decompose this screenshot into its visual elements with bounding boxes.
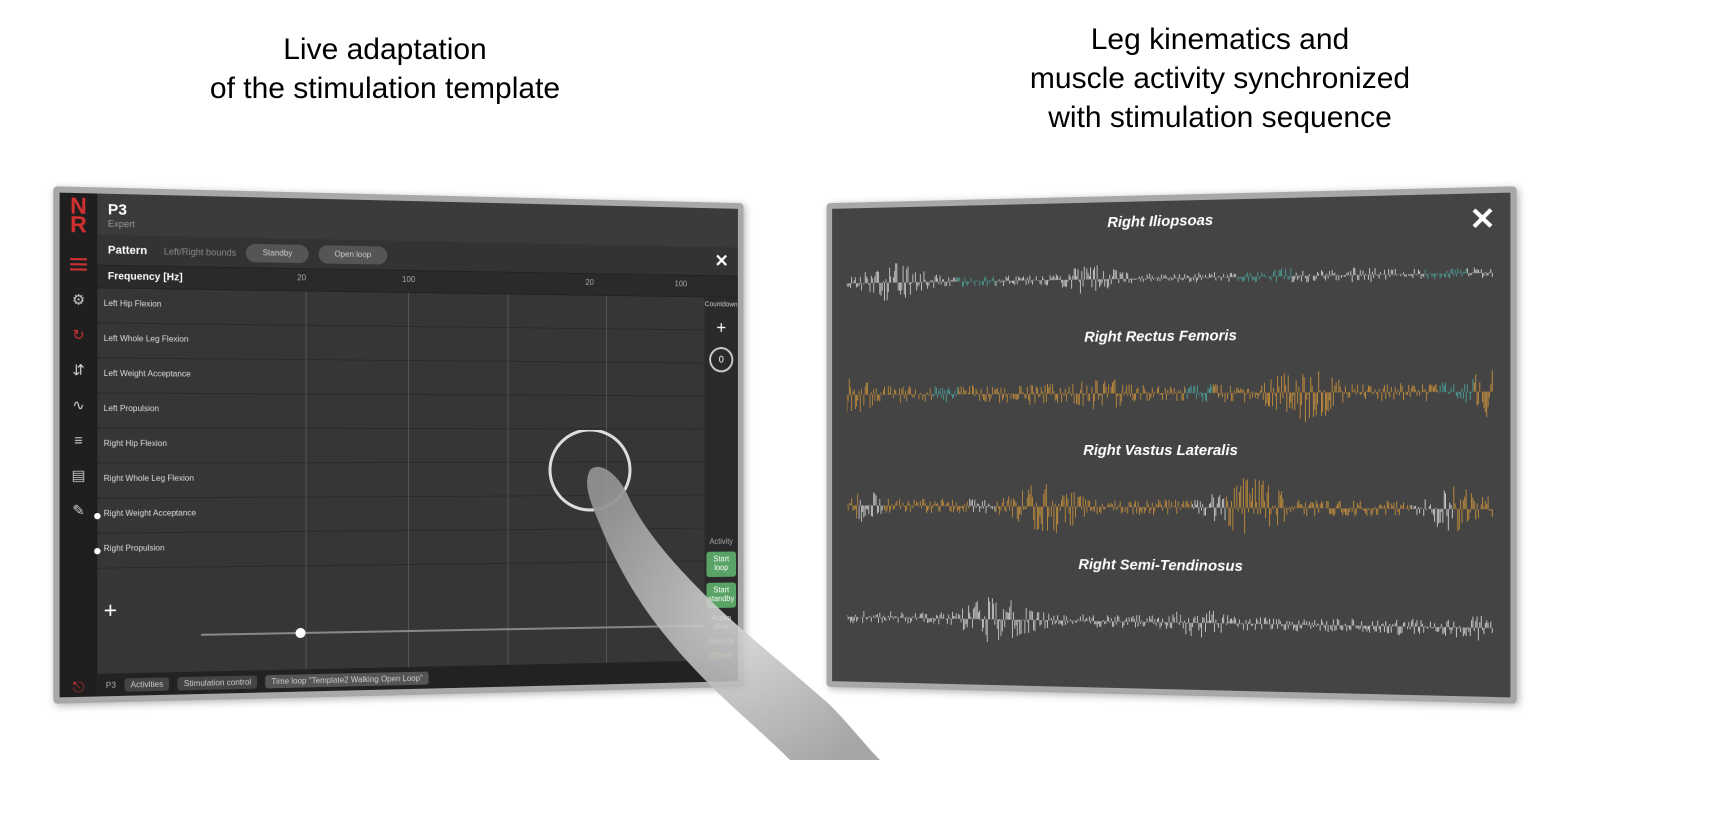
add-row-button[interactable]: + xyxy=(104,597,127,620)
emg-channel-title: Right Semi-Tendinosus xyxy=(847,553,1494,578)
pattern-sub: Left/Right bounds xyxy=(164,246,236,258)
patient-mode: Expert xyxy=(108,218,135,229)
pattern-close-icon[interactable]: ✕ xyxy=(715,251,729,272)
monitor-left: NR ⚙ ↻ ⇵ ∿ ≡ ▤ ✎ ⎋ P3 Expert Pattern xyxy=(53,186,743,703)
sidebar-tool-4-icon[interactable]: ∿ xyxy=(68,395,89,416)
caption-right: Leg kinematics andmuscle activity synchr… xyxy=(920,20,1520,137)
emg-waveform xyxy=(847,346,1494,436)
freq-tick: 100 xyxy=(675,279,687,288)
tab-standby[interactable]: Standby xyxy=(246,243,308,262)
sidebar-tool-reload-icon[interactable]: ↻ xyxy=(68,324,89,345)
gantt-row-label: Right Hip Flexion xyxy=(104,439,197,448)
sidebar-tool-edit-icon[interactable]: ✎ xyxy=(68,500,89,521)
gantt-row[interactable]: Left Propulsion xyxy=(97,393,702,429)
right-sidepanel: Countdown + 0 Activity Start loop Start … xyxy=(705,297,738,660)
left-sidebar: NR ⚙ ↻ ⇵ ∿ ≡ ▤ ✎ ⎋ xyxy=(60,193,98,698)
gantt-row-label: Right Weight Acceptance xyxy=(104,508,197,518)
emg-waveform xyxy=(847,574,1494,672)
status-pid: P3 xyxy=(106,680,116,689)
activity-label: Activity xyxy=(710,537,733,546)
monitor-right: ✕ Right IliopsoasRight Rectus FemorisRig… xyxy=(827,186,1517,703)
gantt-row-label: Left Weight Acceptance xyxy=(104,369,197,379)
menu-icon[interactable] xyxy=(68,254,89,275)
countdown-add-button[interactable]: + xyxy=(708,314,734,341)
start-standby-button[interactable]: Start standby xyxy=(706,582,736,608)
emg-waveform xyxy=(847,463,1494,554)
gantt-row-label: Left Propulsion xyxy=(104,404,197,414)
main-panel: P3 Expert Pattern Left/Right bounds Stan… xyxy=(97,194,738,697)
countdown-label: Countdown xyxy=(705,301,738,308)
sidebar-tool-3-icon[interactable]: ⇵ xyxy=(68,359,89,380)
active-time-value: 0min 0s xyxy=(708,637,734,646)
scrub-thumb[interactable] xyxy=(295,628,305,638)
emg-screen: ✕ Right IliopsoasRight Rectus FemorisRig… xyxy=(832,193,1510,698)
sidebar-tool-5-icon[interactable]: ≡ xyxy=(68,430,89,451)
scrub-track xyxy=(201,625,703,636)
brand-logo-icon: NR xyxy=(70,197,87,234)
stim-editor-screen: NR ⚙ ↻ ⇵ ∿ ≡ ▤ ✎ ⎋ P3 Expert Pattern xyxy=(60,193,738,698)
gdrive-label: GDrive xyxy=(710,651,733,660)
pattern-label: Pattern xyxy=(108,244,147,257)
freq-tick: 20 xyxy=(585,278,593,287)
emg-channel: Right Vastus Lateralis xyxy=(847,440,1494,558)
emg-channel-title: Right Vastus Lateralis xyxy=(847,442,1494,460)
emg-channel: Right Rectus Femoris xyxy=(847,322,1494,441)
start-loop-button[interactable]: Start loop xyxy=(706,551,736,577)
emg-waveform xyxy=(847,228,1494,325)
tab-openloop[interactable]: Open loop xyxy=(318,245,387,264)
gantt-area: Left Hip Flexion Left Whole Leg Flexion Le… xyxy=(97,288,738,673)
frequency-label: Frequency [Hz] xyxy=(108,271,206,284)
gantt-row[interactable]: Right Hip Flexion xyxy=(97,429,702,464)
freq-tick: 100 xyxy=(402,275,415,284)
gantt-row-label: Left Whole Leg Flexion xyxy=(104,334,197,344)
status-chip-activities[interactable]: Activities xyxy=(124,677,169,691)
gantt-row-label: Right Propulsion xyxy=(104,543,197,553)
active-time-label: Active time xyxy=(705,613,738,631)
gantt-row-label: Left Hip Flexion xyxy=(104,299,197,309)
gantt-row[interactable]: Left Whole Leg Flexion xyxy=(97,323,702,363)
block-handle-right[interactable] xyxy=(94,513,100,519)
status-task: Time loop "Template2 Walking Open Loop" xyxy=(265,671,428,688)
countdown-timer[interactable]: 0 xyxy=(709,347,733,372)
emg-channel: Right Iliopsoas xyxy=(847,203,1494,329)
gantt-row[interactable]: Left Weight Acceptance xyxy=(97,358,702,396)
caption-left-line1: Live adaptationof the stimulation templa… xyxy=(210,33,560,105)
status-chip-stim[interactable]: Stimulation control xyxy=(178,675,258,690)
sidebar-tool-6-icon[interactable]: ▤ xyxy=(68,465,89,486)
caption-right-text: Leg kinematics andmuscle activity synchr… xyxy=(1030,23,1410,134)
emg-channel: Right Semi-Tendinosus xyxy=(847,551,1494,676)
gantt-row[interactable]: Right Weight Acceptance xyxy=(97,496,702,534)
emg-channel-title: Right Rectus Femoris xyxy=(847,324,1494,348)
caption-left: Live adaptationof the stimulation templa… xyxy=(165,30,605,108)
freq-tick: 20 xyxy=(297,273,306,282)
gantt-row[interactable]: Right Propulsion xyxy=(97,529,702,569)
sidebar-tool-1-icon[interactable]: ⚙ xyxy=(68,289,89,310)
gantt-row[interactable]: Right Whole Leg Flexion xyxy=(97,462,702,498)
block-handle-right[interactable] xyxy=(94,548,100,554)
gantt-row-label: Right Whole Leg Flexion xyxy=(104,474,197,484)
patient-id: P3 xyxy=(108,200,135,218)
sidebar-exit-icon[interactable]: ⎋ xyxy=(68,676,89,697)
